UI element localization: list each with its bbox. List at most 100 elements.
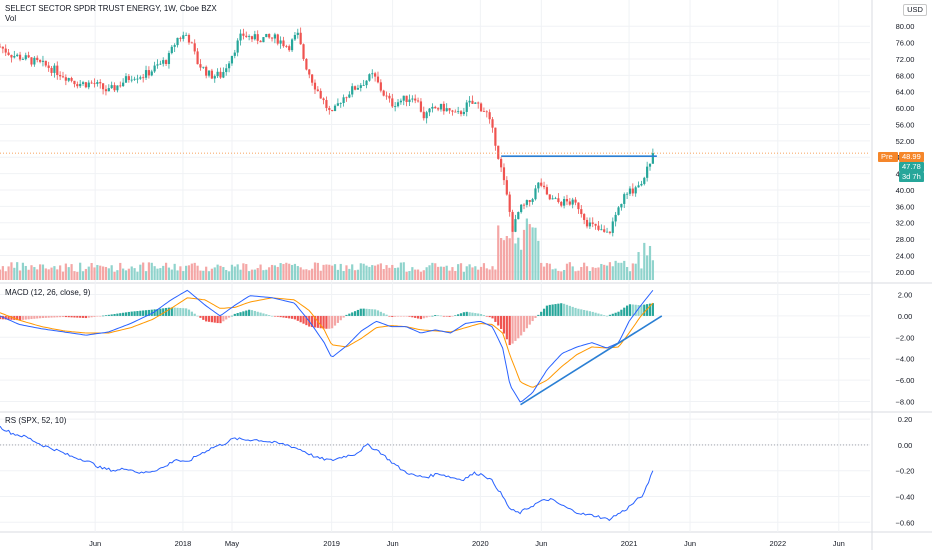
macd-histogram-bar bbox=[468, 312, 471, 316]
candle-body bbox=[331, 109, 334, 111]
macd-histogram-bar bbox=[620, 309, 623, 316]
candle-body bbox=[147, 70, 151, 76]
macd-histogram-bar bbox=[491, 315, 494, 319]
volume-bar bbox=[144, 271, 148, 280]
candle-body bbox=[87, 82, 90, 88]
volume-bar bbox=[563, 269, 566, 280]
candle-body bbox=[227, 63, 231, 69]
macd-histogram-bar bbox=[21, 315, 25, 320]
candle-body bbox=[628, 188, 632, 194]
candle-body bbox=[402, 95, 405, 101]
candle-body bbox=[328, 108, 331, 110]
volume-bar bbox=[196, 265, 199, 280]
volume-bar bbox=[36, 269, 39, 280]
macd-tick-label: 2.00 bbox=[898, 291, 913, 300]
candle-body bbox=[580, 209, 583, 215]
macd-histogram-bar bbox=[520, 315, 523, 336]
macd-histogram-bar bbox=[591, 311, 594, 316]
volume-bar bbox=[419, 271, 423, 280]
candle-body bbox=[339, 102, 342, 104]
candle-body bbox=[182, 35, 185, 39]
macd-histogram-bar bbox=[565, 304, 569, 316]
macd-histogram-bar bbox=[554, 304, 557, 316]
candle-body bbox=[477, 102, 480, 104]
macd-histogram-bar bbox=[0, 315, 2, 320]
candle-body bbox=[33, 57, 36, 65]
macd-histogram-bar bbox=[563, 303, 566, 316]
macd-histogram-bar bbox=[542, 308, 546, 316]
candle-body bbox=[643, 177, 646, 184]
macd-histogram-bar bbox=[359, 308, 362, 316]
macd-histogram-bar bbox=[156, 309, 159, 316]
volume-bar bbox=[437, 266, 440, 280]
volume-bar bbox=[193, 262, 196, 280]
volume-bar bbox=[640, 268, 643, 280]
volume-bar bbox=[4, 271, 7, 280]
volume-bar bbox=[259, 264, 262, 280]
volume-bar bbox=[379, 263, 382, 280]
candle-body bbox=[379, 82, 382, 91]
price-tick-label: 76.00 bbox=[896, 39, 915, 48]
volume-bar bbox=[617, 262, 620, 280]
volume-bar bbox=[305, 269, 308, 280]
macd-histogram-bar bbox=[479, 314, 483, 316]
macd-histogram-bar bbox=[273, 315, 276, 317]
macd-histogram-bar bbox=[328, 315, 331, 329]
time-tick-label: 2018 bbox=[175, 539, 192, 548]
candle-body bbox=[259, 40, 262, 43]
volume-bar bbox=[207, 271, 211, 280]
candle-body bbox=[591, 222, 594, 224]
candle-body bbox=[276, 34, 279, 44]
volume-bar bbox=[50, 267, 53, 280]
volume-bar bbox=[225, 269, 228, 280]
macd-histogram-bar bbox=[139, 310, 142, 316]
macd-histogram-bar bbox=[236, 313, 239, 316]
currency-button[interactable]: USD bbox=[903, 4, 927, 16]
candle-body bbox=[185, 34, 188, 36]
candle-body bbox=[631, 188, 634, 194]
macd-histogram-bar bbox=[374, 309, 377, 316]
candle-body bbox=[571, 199, 574, 205]
macd-histogram-bar bbox=[162, 308, 165, 316]
macd-histogram-bar bbox=[96, 315, 99, 317]
macd-histogram-bar bbox=[557, 303, 560, 316]
time-tick-label: 2022 bbox=[769, 539, 786, 548]
volume-bar bbox=[356, 269, 360, 280]
macd-histogram-bar bbox=[560, 303, 563, 316]
macd-histogram-bar bbox=[305, 315, 308, 326]
macd-histogram-bar bbox=[59, 315, 62, 318]
volume-bar bbox=[342, 271, 345, 280]
volume-bar bbox=[477, 269, 480, 280]
volume-bar bbox=[313, 262, 317, 280]
volume-label: Vol bbox=[5, 14, 17, 23]
rs-title: RS (SPX, 52, 10) bbox=[5, 416, 67, 425]
macd-histogram-bar bbox=[457, 314, 460, 316]
candle-body bbox=[16, 54, 19, 57]
candle-body bbox=[38, 59, 42, 62]
macd-histogram-bar bbox=[399, 315, 402, 317]
candle-body bbox=[225, 68, 228, 73]
volume-bar bbox=[465, 266, 468, 280]
candle-body bbox=[216, 71, 219, 77]
candle-body bbox=[1, 46, 4, 49]
volume-bar bbox=[474, 266, 477, 280]
candle-body bbox=[293, 34, 297, 40]
volume-bar bbox=[18, 270, 22, 280]
candle-body bbox=[471, 100, 474, 104]
candle-body bbox=[448, 108, 451, 111]
volume-bar bbox=[368, 266, 371, 280]
candle-body bbox=[431, 106, 434, 109]
candle-body bbox=[382, 90, 385, 96]
volume-bar bbox=[325, 264, 328, 280]
volume-bar bbox=[73, 271, 76, 280]
macd-histogram-bar bbox=[394, 315, 397, 317]
macd-histogram-bar bbox=[531, 315, 534, 322]
volume-bar bbox=[362, 263, 365, 280]
macd-histogram-bar bbox=[623, 307, 626, 316]
volume-bar bbox=[382, 269, 385, 280]
volume-bar bbox=[583, 262, 586, 280]
volume-bar bbox=[302, 269, 305, 280]
volume-bar bbox=[179, 266, 182, 280]
candle-body bbox=[213, 76, 216, 79]
